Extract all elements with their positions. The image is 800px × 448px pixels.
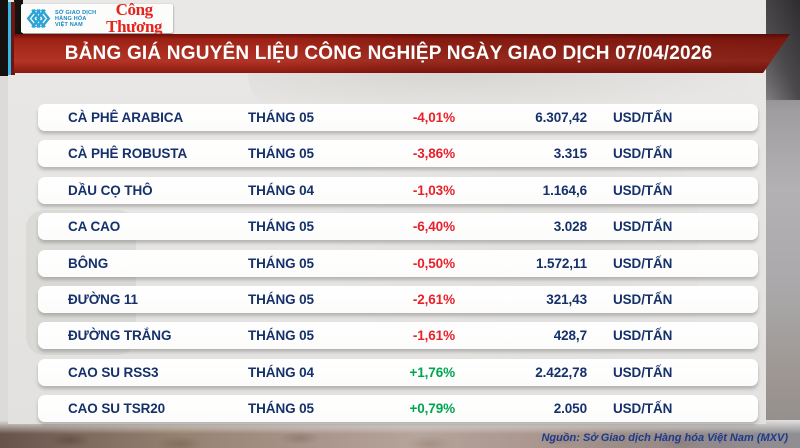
price-value: 3.315 <box>553 146 587 162</box>
table-row: ĐƯỜNG TRẮNG THÁNG 05 -1,61% 428,7 USD/TẤ… <box>38 322 758 350</box>
change-percent: +0,79% <box>409 401 455 417</box>
table-row: CA CAO THÁNG 05 -6,40% 3.028 USD/TẤN <box>38 213 758 241</box>
contract-month: THÁNG 05 <box>248 401 314 417</box>
price-unit: USD/TẤN <box>613 291 673 307</box>
change-percent: -3,86% <box>412 146 455 162</box>
mxv-logo-line: HÀNG HÓA <box>55 15 87 22</box>
price-unit: USD/TẤN <box>613 146 673 162</box>
mxv-logo-text: SỞ GIAO DỊCH HÀNG HÓA VIỆT NAM <box>55 10 96 28</box>
congthuong-logo-text: Công Thương <box>106 0 163 36</box>
table-row: CÀ PHÊ ROBUSTA THÁNG 05 -3,86% 3.315 USD… <box>38 140 758 168</box>
price-value: 2.050 <box>553 401 587 417</box>
commodity-name: CA CAO <box>68 219 121 235</box>
change-percent: -2,61% <box>412 291 455 307</box>
mxv-logo-line: VIỆT NAM <box>55 21 83 28</box>
commodity-name: BÔNG <box>68 255 109 271</box>
contract-month: THÁNG 05 <box>248 291 314 307</box>
mxv-logo-icon <box>26 9 51 28</box>
source-caption: Nguồn: Sở Giao dịch Hàng hóa Việt Nam (M… <box>541 432 788 444</box>
contract-month: THÁNG 05 <box>248 328 314 344</box>
price-table: CÀ PHÊ ARABICA THÁNG 05 -4,01% 6.307,42 … <box>38 104 758 423</box>
accent-stripe-maroon <box>11 2 15 75</box>
contract-month: THÁNG 04 <box>248 364 314 380</box>
table-row: CÀ PHÊ ARABICA THÁNG 05 -4,01% 6.307,42 … <box>38 104 758 131</box>
contract-month: THÁNG 04 <box>248 182 314 198</box>
commodity-name: CAO SU RSS3 <box>68 364 159 380</box>
contract-month: THÁNG 05 <box>248 110 314 125</box>
mxv-logo-line: SỞ GIAO DỊCH <box>55 9 97 16</box>
change-percent: -4,01% <box>412 110 455 125</box>
table-row: ĐƯỜNG 11 THÁNG 05 -2,61% 321,43 USD/TẤN <box>38 285 758 313</box>
commodity-name: DẦU CỌ THÔ <box>68 182 153 198</box>
commodity-name: ĐƯỜNG TRẮNG <box>68 328 172 344</box>
price-value: 1.572,11 <box>535 255 587 271</box>
header-corner-black <box>14 0 23 34</box>
price-unit: USD/TẤN <box>613 328 673 344</box>
price-unit: USD/TẤN <box>613 182 673 198</box>
contract-month: THÁNG 05 <box>248 146 314 162</box>
congthuong-logo: Công Thương <box>99 0 169 41</box>
price-value: 6.307,42 <box>535 110 587 125</box>
price-unit: USD/TẤN <box>613 255 673 271</box>
price-value: 3.028 <box>553 219 587 235</box>
logo-bar: SỞ GIAO DỊCH HÀNG HÓA VIỆT NAM Công Thươ… <box>21 1 173 41</box>
commodity-name: CÀ PHÊ ARABICA <box>68 110 184 125</box>
change-percent: -1,03% <box>412 182 455 198</box>
table-row: CAO SU TSR20 THÁNG 05 +0,79% 2.050 USD/T… <box>38 395 758 423</box>
price-unit: USD/TẤN <box>613 364 673 380</box>
accent-stripe-cyan <box>8 2 11 75</box>
price-value: 2.422,78 <box>535 364 587 380</box>
commodity-name: ĐƯỜNG 11 <box>68 291 138 307</box>
change-percent: -6,40% <box>412 219 455 235</box>
page-title: BẢNG GIÁ NGUYÊN LIỆU CÔNG NGHIỆP NGÀY GI… <box>64 43 713 64</box>
title-banner <box>14 34 790 73</box>
table-row: BÔNG THÁNG 05 -0,50% 1.572,11 USD/TẤN <box>38 249 758 277</box>
change-percent: +1,76% <box>409 364 455 380</box>
table-row: CAO SU RSS3 THÁNG 04 +1,76% 2.422,78 USD… <box>38 358 758 386</box>
price-value: 428,7 <box>553 328 587 344</box>
contract-month: THÁNG 05 <box>248 255 314 271</box>
price-value: 1.164,6 <box>542 182 587 198</box>
change-percent: -1,61% <box>412 328 455 344</box>
header-left-black-strip <box>0 0 8 76</box>
table-row: DẦU CỌ THÔ THÁNG 04 -1,03% 1.164,6 USD/T… <box>38 176 758 204</box>
commodity-name: CÀ PHÊ ROBUSTA <box>68 146 188 162</box>
commodity-name: CAO SU TSR20 <box>68 401 166 417</box>
price-value: 321,43 <box>546 291 587 307</box>
price-unit: USD/TẤN <box>613 219 673 235</box>
price-unit: USD/TẤN <box>613 110 673 125</box>
price-unit: USD/TẤN <box>613 401 673 417</box>
contract-month: THÁNG 05 <box>248 219 314 235</box>
change-percent: -0,50% <box>412 255 455 271</box>
